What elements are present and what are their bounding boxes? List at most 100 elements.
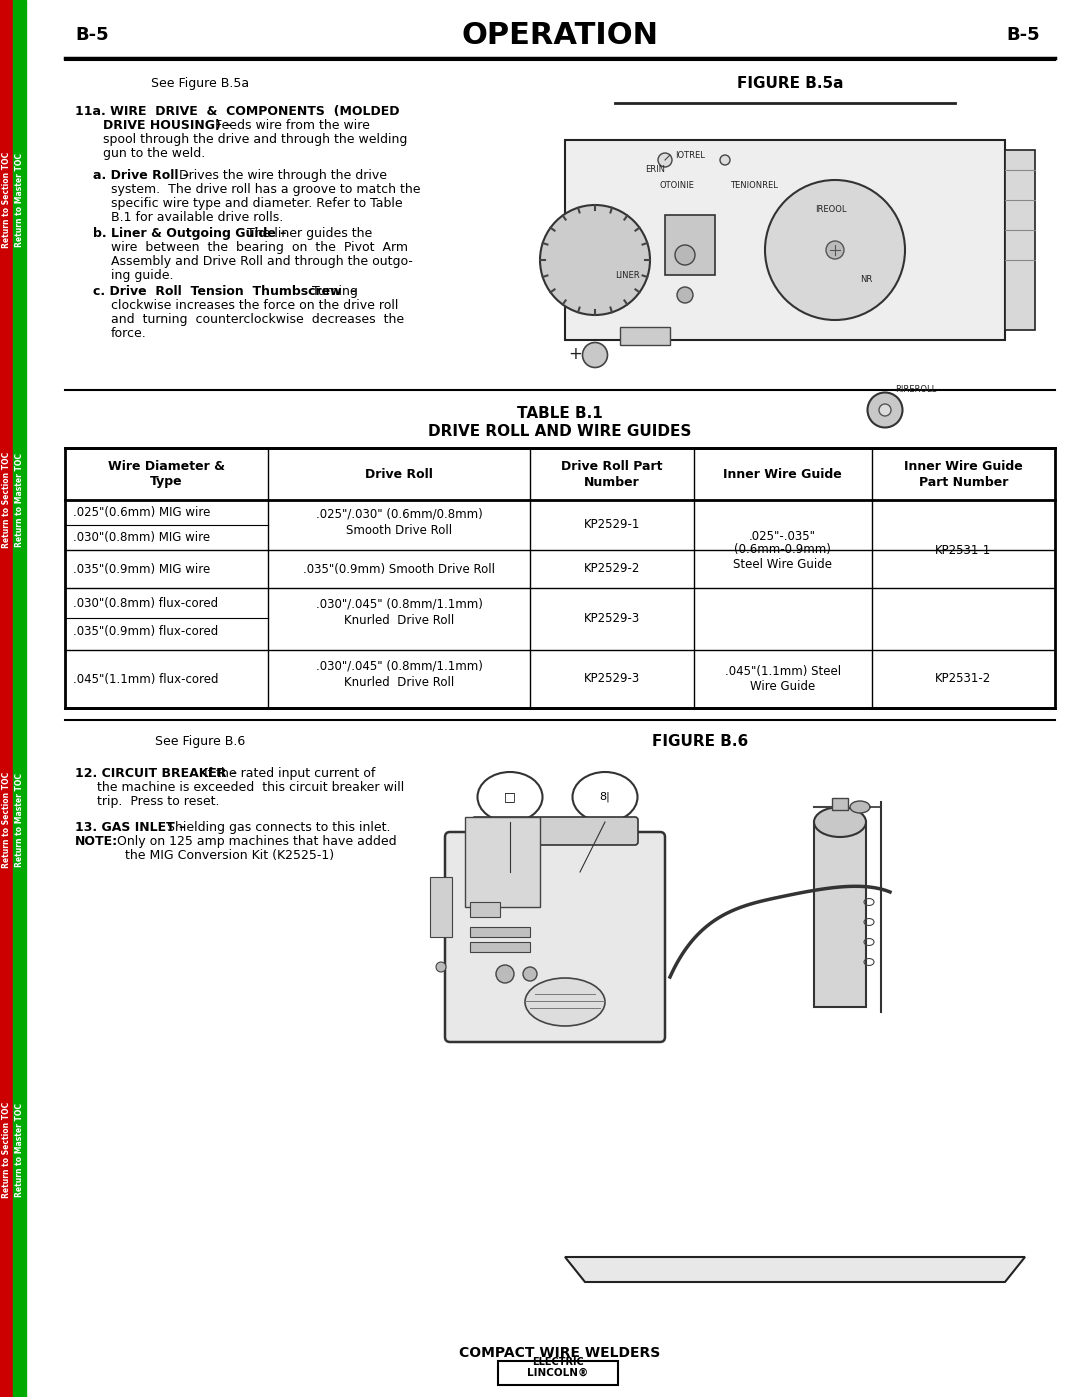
Text: .045"(1.1mm) flux-cored: .045"(1.1mm) flux-cored: [73, 672, 218, 686]
FancyBboxPatch shape: [498, 1361, 618, 1384]
Text: Wire Guide: Wire Guide: [751, 679, 815, 693]
Text: Return to Master TOC: Return to Master TOC: [15, 1104, 24, 1197]
Text: Number: Number: [584, 475, 639, 489]
Text: The liner guides the: The liner guides the: [243, 226, 373, 240]
Text: spool through the drive and through the welding: spool through the drive and through the …: [103, 133, 407, 147]
Text: See Figure B.5a: See Figure B.5a: [151, 77, 249, 89]
Text: Knurled  Drive Roll: Knurled Drive Roll: [345, 676, 455, 689]
Text: LINER: LINER: [615, 271, 639, 279]
Text: B.1 for available drive rolls.: B.1 for available drive rolls.: [111, 211, 283, 224]
Ellipse shape: [658, 154, 672, 168]
Text: .025"-.035": .025"-.035": [750, 529, 816, 542]
Text: Steel Wire Guide: Steel Wire Guide: [733, 557, 833, 570]
Text: Inner Wire Guide: Inner Wire Guide: [904, 461, 1023, 474]
Text: Return to Section TOC: Return to Section TOC: [2, 1102, 11, 1199]
Ellipse shape: [572, 773, 637, 821]
Text: KP2529-3: KP2529-3: [584, 672, 640, 686]
Bar: [665, 215, 715, 275]
Text: ERIN: ERIN: [645, 165, 665, 175]
Text: Only on 125 amp machines that have added: Only on 125 amp machines that have added: [113, 835, 396, 848]
Text: NOTE:: NOTE:: [75, 835, 118, 848]
Text: Return to Master TOC: Return to Master TOC: [15, 773, 24, 868]
Text: Shielding gas connects to this inlet.: Shielding gas connects to this inlet.: [163, 821, 391, 834]
Text: B-5: B-5: [75, 27, 109, 43]
Ellipse shape: [765, 180, 905, 320]
Text: OTOINIE: OTOINIE: [660, 180, 694, 190]
Ellipse shape: [677, 286, 693, 303]
Text: LINCOLN®: LINCOLN®: [527, 1368, 589, 1377]
Text: 13. GAS INLET –: 13. GAS INLET –: [75, 821, 186, 834]
Bar: [0, 0, 13, 1397]
Text: OPERATION: OPERATION: [461, 21, 659, 49]
Text: Smooth Drive Roll: Smooth Drive Roll: [346, 524, 453, 536]
Bar: [814, 821, 866, 1007]
Text: system.  The drive roll has a groove to match the: system. The drive roll has a groove to m…: [111, 183, 420, 196]
Text: Return to Section TOC: Return to Section TOC: [2, 451, 11, 548]
Bar: [430, 877, 453, 937]
Bar: [65, 448, 1055, 708]
Ellipse shape: [582, 342, 607, 367]
Text: Drive Roll Part: Drive Roll Part: [562, 461, 663, 474]
Text: See Figure B.6: See Figure B.6: [154, 735, 245, 749]
Text: 11a. WIRE  DRIVE  &  COMPONENTS  (MOLDED: 11a. WIRE DRIVE & COMPONENTS (MOLDED: [75, 105, 400, 117]
Ellipse shape: [523, 967, 537, 981]
Ellipse shape: [477, 773, 542, 821]
Polygon shape: [565, 1257, 1025, 1282]
Text: NR: NR: [860, 275, 873, 285]
Text: .035"(0.9mm) flux-cored: .035"(0.9mm) flux-cored: [73, 624, 218, 638]
Text: .045"(1.1mm) Steel: .045"(1.1mm) Steel: [725, 665, 841, 679]
Text: If the rated input current of: If the rated input current of: [200, 767, 376, 780]
Bar: [832, 798, 848, 810]
FancyBboxPatch shape: [472, 817, 638, 845]
Text: IREOOL: IREOOL: [815, 205, 847, 215]
Text: .025"/.030" (0.6mm/0.8mm): .025"/.030" (0.6mm/0.8mm): [315, 507, 483, 521]
Ellipse shape: [675, 244, 696, 265]
Text: Type: Type: [150, 475, 183, 489]
Text: Inner Wire Guide: Inner Wire Guide: [724, 468, 842, 481]
Text: Wire Diameter &: Wire Diameter &: [108, 461, 225, 474]
Text: .030"/.045" (0.8mm/1.1mm): .030"/.045" (0.8mm/1.1mm): [315, 659, 483, 672]
Text: a. Drive Roll –: a. Drive Roll –: [93, 169, 189, 182]
Text: specific wire type and diameter. Refer to Table: specific wire type and diameter. Refer t…: [111, 197, 403, 210]
Text: +: +: [568, 345, 582, 363]
Text: wire  between  the  bearing  on  the  Pivot  Arm: wire between the bearing on the Pivot Ar…: [111, 242, 408, 254]
Text: KP2529-3: KP2529-3: [584, 612, 640, 626]
Text: TENIONREL: TENIONREL: [730, 180, 778, 190]
Ellipse shape: [879, 404, 891, 416]
Text: b. Liner & Outgoing Guide –: b. Liner & Outgoing Guide –: [93, 226, 286, 240]
Text: Part Number: Part Number: [919, 475, 1008, 489]
Text: FIGURE B.5a: FIGURE B.5a: [737, 75, 843, 91]
Text: TABLE B.1: TABLE B.1: [517, 405, 603, 420]
Text: clockwise increases the force on the drive roll: clockwise increases the force on the dri…: [111, 299, 399, 312]
Text: 12. CIRCUIT BREAKER –: 12. CIRCUIT BREAKER –: [75, 767, 237, 780]
Text: 8|: 8|: [599, 792, 610, 802]
Text: force.: force.: [111, 327, 147, 339]
Text: B-5: B-5: [1007, 27, 1040, 43]
Ellipse shape: [436, 963, 446, 972]
Text: KP2529-2: KP2529-2: [584, 563, 640, 576]
Text: the machine is exceeded  this circuit breaker will: the machine is exceeded this circuit bre…: [97, 781, 404, 793]
Bar: [1005, 149, 1035, 330]
Text: .030"/.045" (0.8mm/1.1mm): .030"/.045" (0.8mm/1.1mm): [315, 598, 483, 610]
Text: COMPACT WIRE WELDERS: COMPACT WIRE WELDERS: [459, 1345, 661, 1361]
Text: .035"(0.9mm) MIG wire: .035"(0.9mm) MIG wire: [73, 563, 211, 576]
Text: FIGURE B.6: FIGURE B.6: [652, 735, 748, 750]
Bar: [13, 0, 26, 1397]
Text: Return to Master TOC: Return to Master TOC: [15, 154, 24, 247]
Text: Turning: Turning: [308, 285, 357, 298]
Text: Return to Section TOC: Return to Section TOC: [2, 773, 11, 868]
Text: Return to Master TOC: Return to Master TOC: [15, 453, 24, 548]
Ellipse shape: [850, 800, 870, 813]
Text: Drives the wire through the drive: Drives the wire through the drive: [175, 169, 387, 182]
Text: KP2531-1: KP2531-1: [935, 543, 991, 556]
Text: Drive Roll: Drive Roll: [365, 468, 433, 481]
Ellipse shape: [826, 242, 843, 258]
Text: the MIG Conversion Kit (K2525-1): the MIG Conversion Kit (K2525-1): [125, 849, 334, 862]
Text: KP2531-2: KP2531-2: [935, 672, 991, 686]
Ellipse shape: [814, 807, 866, 837]
Text: □: □: [504, 791, 516, 803]
Bar: [470, 928, 530, 937]
Bar: [565, 140, 1005, 339]
Text: ing guide.: ing guide.: [111, 270, 174, 282]
Text: KP2529-1: KP2529-1: [584, 518, 640, 531]
